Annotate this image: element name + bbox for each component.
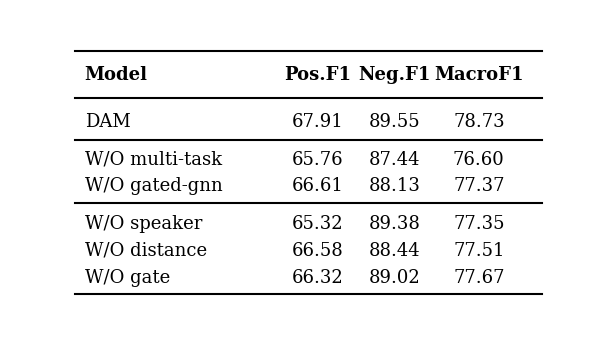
Text: DAM: DAM [84, 113, 130, 131]
Text: 66.58: 66.58 [292, 242, 344, 260]
Text: 88.44: 88.44 [369, 242, 421, 260]
Text: W/O gate: W/O gate [84, 269, 170, 286]
Text: W/O speaker: W/O speaker [84, 215, 202, 233]
Text: 87.44: 87.44 [369, 151, 421, 169]
Text: W/O gated-gnn: W/O gated-gnn [84, 177, 222, 196]
Text: Model: Model [84, 66, 147, 84]
Text: 65.32: 65.32 [292, 215, 344, 233]
Text: 78.73: 78.73 [453, 113, 504, 131]
Text: 89.38: 89.38 [369, 215, 421, 233]
Text: 66.61: 66.61 [292, 177, 344, 196]
Text: 65.76: 65.76 [292, 151, 344, 169]
Text: Neg.F1: Neg.F1 [359, 66, 431, 84]
Text: W/O multi-task: W/O multi-task [84, 151, 222, 169]
Text: 89.02: 89.02 [369, 269, 421, 286]
Text: Pos.F1: Pos.F1 [284, 66, 352, 84]
Text: 67.91: 67.91 [292, 113, 344, 131]
Text: 88.13: 88.13 [369, 177, 421, 196]
Text: W/O distance: W/O distance [84, 242, 206, 260]
Text: 77.67: 77.67 [453, 269, 504, 286]
Text: 89.55: 89.55 [369, 113, 421, 131]
Text: 66.32: 66.32 [292, 269, 344, 286]
Text: 77.51: 77.51 [453, 242, 504, 260]
Text: 77.35: 77.35 [453, 215, 504, 233]
Text: MacroF1: MacroF1 [434, 66, 524, 84]
Text: 77.37: 77.37 [453, 177, 504, 196]
Text: 76.60: 76.60 [453, 151, 504, 169]
